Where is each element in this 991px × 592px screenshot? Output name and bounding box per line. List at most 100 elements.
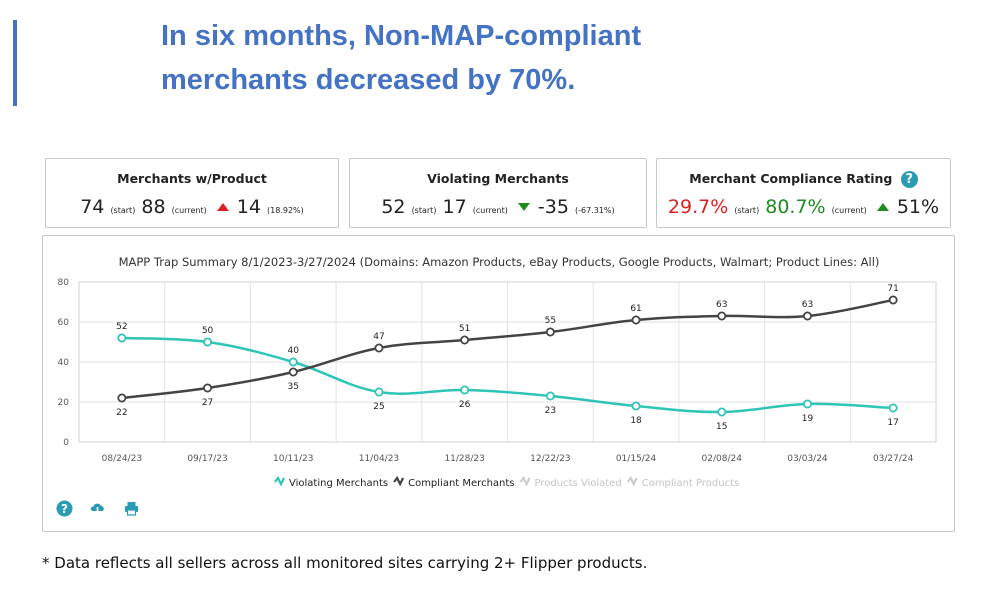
x-tick-label: 09/17/23	[187, 454, 227, 464]
legend-swatch-icon	[274, 475, 285, 487]
data-label: 18	[630, 416, 642, 426]
kpi-compliance-title-row: Merchant Compliance Rating ?	[657, 171, 950, 188]
page-headline: In six months, Non-MAP-compliant merchan…	[161, 14, 861, 102]
data-label: 63	[716, 300, 727, 310]
data-label: 27	[202, 398, 213, 408]
data-point	[545, 327, 555, 337]
kpi-compliance-change: 51%	[896, 196, 940, 218]
svg-text:?: ?	[61, 502, 68, 516]
data-label: 23	[545, 406, 556, 416]
kpi-merchants-current: 88	[141, 196, 166, 218]
x-tick-label: 10/11/23	[273, 454, 313, 464]
data-label: 55	[545, 316, 556, 326]
legend-swatch-icon	[626, 475, 638, 487]
data-point	[374, 387, 384, 397]
series-line-compliant	[121, 298, 894, 400]
kpi-compliance-card: Merchant Compliance Rating ? 29.7% (star…	[656, 158, 951, 228]
data-label: 52	[116, 322, 127, 332]
legend-item-label: Compliant Products	[642, 478, 740, 489]
x-tick-label: 11/04/23	[359, 454, 399, 464]
kpi-merchants-current-tag: (current)	[171, 206, 207, 215]
kpi-violating-current-tag: (current)	[472, 206, 508, 215]
kpi-compliance-current-tag: (current)	[831, 206, 867, 215]
cloud-download-icon[interactable]	[89, 500, 106, 517]
chart-title: MAPP Trap Summary 8/1/2023-3/27/2024 (Do…	[119, 255, 880, 269]
data-label: 26	[459, 400, 471, 410]
chart-panel: MAPP Trap Summary 8/1/2023-3/27/2024 (Do…	[42, 235, 955, 532]
line-chart: MAPP Trap Summary 8/1/2023-3/27/2024 (Do…	[58, 255, 937, 489]
kpi-merchants-start-tag: (start)	[110, 206, 136, 215]
data-point	[117, 393, 127, 403]
y-tick-label: 0	[63, 438, 69, 448]
data-label: 19	[802, 414, 814, 424]
data-point	[631, 401, 641, 411]
data-label: 40	[288, 346, 300, 356]
kpi-compliance-title: Merchant Compliance Rating	[689, 171, 893, 186]
kpi-violating-start: 52	[381, 196, 406, 218]
data-point	[460, 335, 470, 345]
trend-down-icon	[517, 202, 530, 211]
legend-swatch-icon	[519, 475, 531, 487]
data-label: 47	[373, 332, 384, 342]
kpi-merchants-card: Merchants w/Product 74 (start) 88 (curre…	[45, 158, 339, 228]
x-tick-label: 01/15/24	[616, 454, 657, 464]
x-tick-label: 08/24/23	[102, 454, 142, 464]
help-icon[interactable]: ?	[900, 171, 918, 188]
help-icon[interactable]: ?	[56, 500, 73, 517]
headline-line-2: merchants decreased by 70%.	[161, 64, 576, 96]
kpi-violating-change: -35	[537, 196, 569, 218]
kpi-merchants-change-pct: (18.92%)	[267, 206, 304, 215]
data-point	[545, 391, 555, 401]
kpi-compliance-current: 80.7%	[765, 196, 826, 218]
kpi-violating-card: Violating Merchants 52 (start) 17 (curre…	[349, 158, 647, 228]
data-point	[717, 311, 727, 321]
kpi-violating-change-pct: (-67.31%)	[575, 206, 615, 215]
data-point	[802, 311, 812, 321]
data-point	[288, 357, 298, 367]
data-label: 50	[202, 326, 214, 336]
kpi-merchants-values: 74 (start) 88 (current) 14 (18.92%)	[46, 196, 338, 218]
trend-up-icon	[216, 202, 229, 211]
series-line-violating	[121, 336, 894, 414]
data-point	[802, 399, 812, 409]
x-tick-label: 03/27/24	[873, 454, 914, 464]
footnote: * Data reflects all sellers across all m…	[42, 554, 648, 572]
legend-swatch-icon	[393, 475, 405, 487]
y-tick-label: 20	[58, 398, 70, 408]
data-point	[117, 333, 127, 343]
data-point	[631, 315, 641, 325]
x-tick-label: 02/08/24	[702, 454, 743, 464]
print-icon[interactable]	[123, 500, 140, 517]
kpi-compliance-start-tag: (start)	[734, 206, 760, 215]
kpi-merchants-start: 74	[80, 196, 105, 218]
x-tick-label: 11/28/23	[444, 454, 484, 464]
y-tick-label: 40	[58, 358, 70, 368]
kpi-violating-title: Violating Merchants	[427, 171, 569, 186]
legend-item-label: Compliant Merchants	[408, 478, 514, 489]
data-label: 63	[802, 300, 813, 310]
data-point	[203, 337, 213, 347]
headline-line-1: In six months, Non-MAP-compliant	[161, 20, 642, 52]
data-point	[288, 367, 298, 377]
kpi-merchants-change: 14	[236, 196, 261, 218]
legend-item-label: Violating Merchants	[289, 478, 388, 489]
data-point	[888, 403, 898, 413]
x-tick-label: 12/22/23	[530, 454, 570, 464]
data-label: 61	[630, 304, 641, 314]
x-tick-label: 03/03/24	[787, 454, 828, 464]
trend-up-icon	[876, 202, 889, 211]
kpi-compliance-values: 29.7% (start) 80.7% (current) 51%	[657, 196, 950, 218]
data-label: 25	[373, 402, 384, 412]
data-point	[460, 385, 470, 395]
data-point	[888, 295, 898, 305]
accent-bar	[13, 20, 17, 106]
data-label: 35	[288, 382, 299, 392]
chart-toolbar: ?	[56, 500, 152, 518]
data-label: 71	[887, 284, 898, 294]
y-tick-label: 60	[58, 318, 70, 328]
data-point	[717, 407, 727, 417]
kpi-compliance-start: 29.7%	[667, 196, 729, 218]
kpi-merchants-title: Merchants w/Product	[117, 171, 267, 186]
legend-item-label: Products Violated	[535, 478, 622, 489]
data-point	[203, 383, 213, 393]
